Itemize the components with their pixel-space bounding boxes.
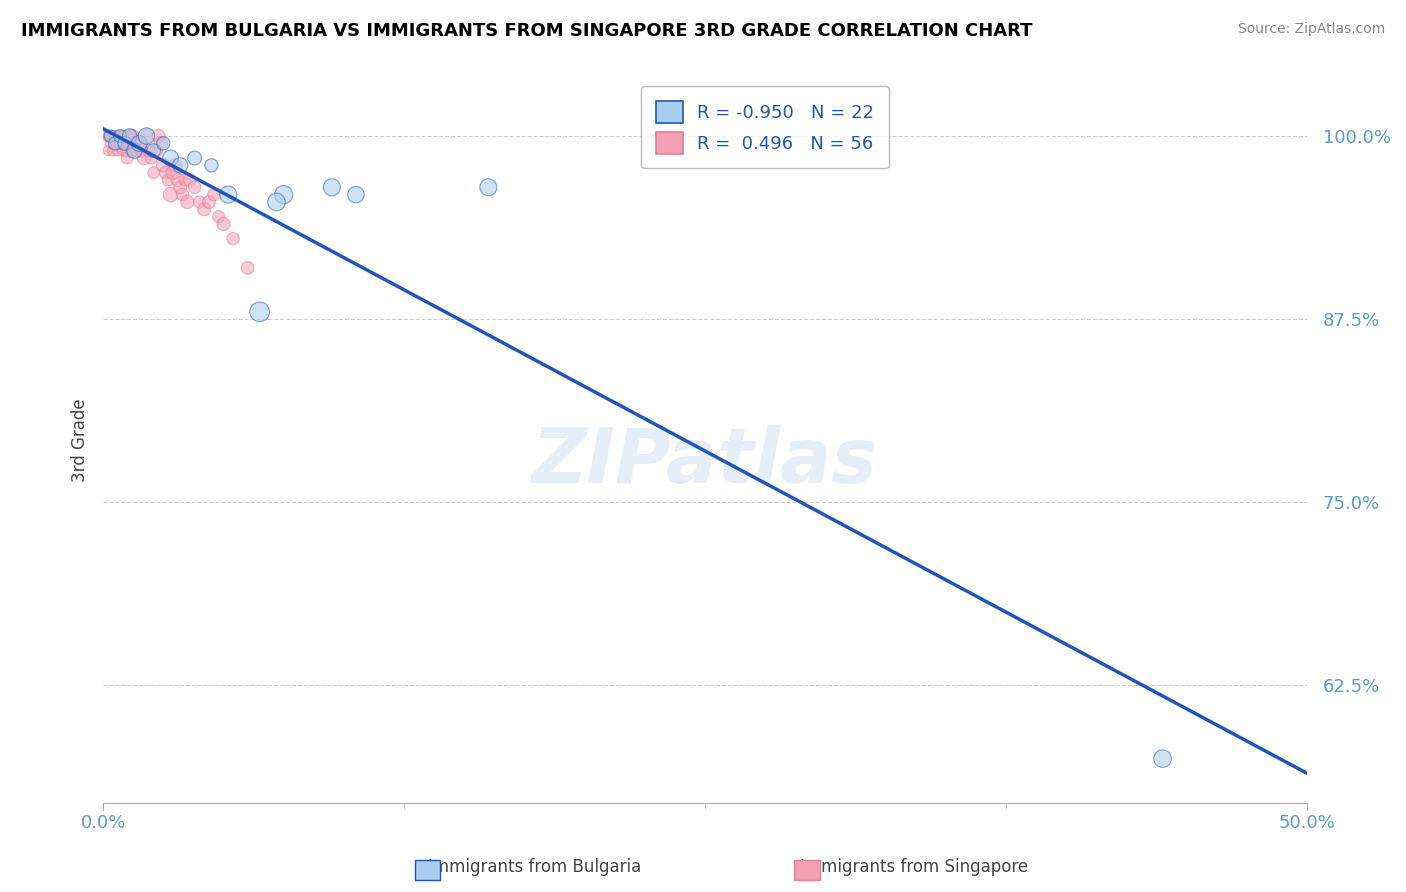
Point — [149, 136, 172, 151]
Point — [169, 158, 191, 172]
Point — [198, 194, 221, 209]
Point — [159, 187, 181, 202]
Point — [118, 129, 141, 144]
Point — [97, 129, 120, 144]
Point — [165, 158, 187, 172]
Point — [128, 136, 150, 151]
Point — [124, 136, 146, 151]
Text: Immigrants from Singapore: Immigrants from Singapore — [800, 858, 1028, 876]
Point — [477, 180, 499, 194]
Point — [101, 129, 124, 144]
Point — [321, 180, 343, 194]
Point — [114, 129, 136, 144]
Point — [132, 151, 155, 165]
Point — [193, 202, 215, 217]
Point — [98, 136, 121, 151]
Point — [266, 194, 288, 209]
Point — [183, 151, 205, 165]
Point — [141, 151, 163, 165]
Point — [94, 129, 117, 144]
Point — [111, 144, 134, 158]
Point — [249, 305, 271, 319]
Point — [135, 129, 157, 144]
Point — [344, 187, 367, 202]
Point — [217, 187, 239, 202]
Point — [212, 217, 235, 231]
Point — [179, 173, 201, 187]
Point — [174, 173, 197, 187]
Point — [236, 260, 259, 275]
Point — [98, 129, 121, 144]
Point — [115, 144, 138, 158]
Point — [108, 129, 131, 144]
Point — [125, 144, 148, 158]
Point — [152, 136, 174, 151]
Point — [111, 129, 134, 144]
Point — [135, 129, 157, 144]
Point — [97, 144, 120, 158]
Point — [202, 187, 225, 202]
Point — [114, 136, 136, 151]
Point — [142, 166, 165, 180]
Point — [104, 136, 127, 151]
Point — [121, 144, 143, 158]
Point — [107, 144, 129, 158]
Point — [108, 136, 131, 151]
Point — [159, 151, 181, 165]
Point — [118, 136, 141, 151]
Point — [107, 129, 129, 144]
Point — [108, 129, 131, 144]
Point — [157, 173, 180, 187]
Point — [169, 180, 191, 194]
Point — [104, 129, 127, 144]
Point — [104, 136, 127, 151]
Point — [155, 166, 177, 180]
Text: Immigrants from Bulgaria: Immigrants from Bulgaria — [427, 858, 641, 876]
Point — [172, 187, 194, 202]
Text: IMMIGRANTS FROM BULGARIA VS IMMIGRANTS FROM SINGAPORE 3RD GRADE CORRELATION CHAR: IMMIGRANTS FROM BULGARIA VS IMMIGRANTS F… — [21, 22, 1032, 40]
Legend: R = -0.950   N = 22, R =  0.496   N = 56: R = -0.950 N = 22, R = 0.496 N = 56 — [641, 87, 889, 169]
Text: ZIPatlas: ZIPatlas — [531, 425, 879, 499]
Point — [118, 129, 141, 144]
Point — [273, 187, 295, 202]
Point — [176, 194, 198, 209]
Point — [138, 144, 160, 158]
Point — [148, 129, 170, 144]
Point — [145, 144, 167, 158]
Point — [128, 136, 150, 151]
Point — [208, 210, 231, 224]
Point — [114, 136, 136, 151]
Text: Source: ZipAtlas.com: Source: ZipAtlas.com — [1237, 22, 1385, 37]
Point — [121, 129, 143, 144]
Y-axis label: 3rd Grade: 3rd Grade — [72, 398, 89, 482]
Point — [1152, 751, 1174, 765]
Point — [101, 144, 124, 158]
Point — [162, 166, 184, 180]
Point — [183, 180, 205, 194]
Point — [115, 151, 138, 165]
Point — [222, 231, 245, 245]
Point — [131, 144, 153, 158]
Point — [98, 129, 121, 144]
Point — [152, 158, 174, 172]
Point — [166, 173, 188, 187]
Point — [124, 144, 146, 158]
Point — [200, 158, 222, 172]
Point — [142, 144, 165, 158]
Point — [188, 194, 211, 209]
